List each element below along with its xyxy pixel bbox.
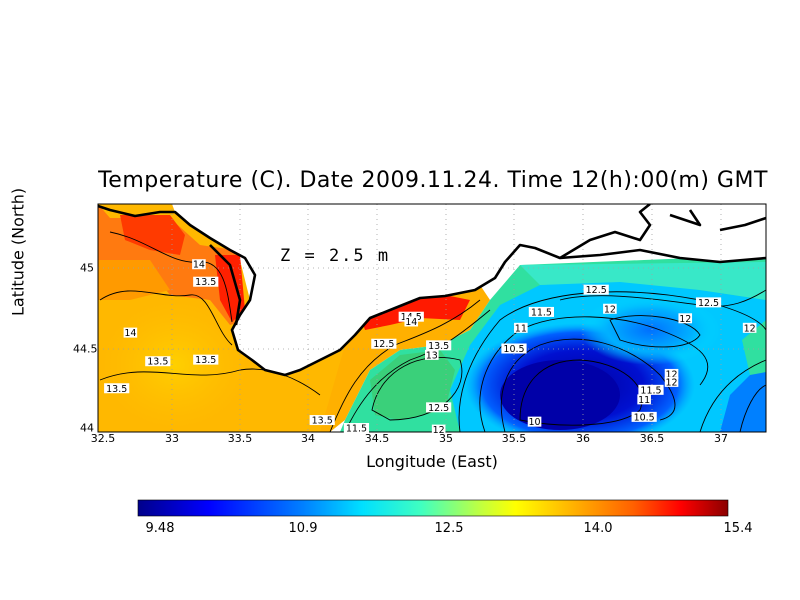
- coastline: [98, 204, 766, 377]
- svg-text:11.5: 11.5: [531, 307, 552, 318]
- contour-label: 13.5: [104, 383, 130, 395]
- contour-label: 11: [514, 322, 528, 334]
- contour-label: 10.5: [501, 343, 527, 355]
- svg-text:14: 14: [405, 317, 417, 328]
- x-tick-label: 33.5: [227, 432, 253, 445]
- svg-text:10.5: 10.5: [634, 412, 655, 423]
- svg-text:13.5: 13.5: [195, 355, 216, 366]
- contour-label: 12: [603, 303, 617, 315]
- chart-title: Temperature (C). Date 2009.11.24. Time 1…: [98, 168, 768, 193]
- contour-label: 13: [425, 349, 439, 361]
- contour-label: 12: [431, 424, 446, 436]
- contour-label: 12.5: [695, 297, 722, 309]
- svg-text:12: 12: [433, 425, 445, 436]
- svg-text:11.5: 11.5: [640, 385, 661, 396]
- contour-label: 12: [664, 376, 679, 388]
- contour-label: 13.5: [309, 415, 335, 427]
- contour-label: 12: [664, 368, 679, 380]
- contour-label: 11.5: [343, 423, 370, 435]
- svg-text:12.5: 12.5: [428, 403, 449, 414]
- contour-label: 12: [742, 322, 757, 334]
- x-tick-label: 36.5: [639, 432, 665, 445]
- svg-text:11: 11: [515, 323, 527, 334]
- svg-text:12.5: 12.5: [373, 339, 394, 350]
- land-mask: [172, 204, 766, 375]
- svg-text:12: 12: [744, 323, 756, 334]
- svg-text:12: 12: [666, 377, 678, 388]
- svg-text:12: 12: [666, 369, 678, 380]
- svg-text:14: 14: [124, 328, 136, 339]
- svg-text:11: 11: [638, 395, 650, 406]
- contour-label: 11.5: [638, 384, 664, 396]
- colorbar-label: 9.48: [145, 521, 175, 536]
- contour-label: 11: [637, 394, 651, 406]
- contour-lines: [99, 231, 766, 432]
- colorbar-label: 15.4: [723, 521, 753, 536]
- colorbar-label: 10.9: [288, 521, 318, 536]
- contour-label: 13.5: [193, 354, 219, 366]
- contour-label: 12.5: [426, 402, 452, 414]
- y-tick-label: 44.5: [73, 342, 98, 356]
- svg-text:13.5: 13.5: [106, 384, 127, 395]
- svg-text:14: 14: [193, 260, 205, 271]
- contour-label-layer: 141413.513.513.513.513.514.51412.513.513…: [104, 259, 757, 436]
- contour-label: 10: [527, 416, 542, 428]
- contour-label: 13.5: [145, 356, 171, 368]
- svg-text:12.5: 12.5: [586, 285, 607, 296]
- contour-label: 12: [678, 313, 693, 325]
- x-tick-label: 33: [165, 432, 179, 445]
- x-tick-label: 37: [714, 432, 728, 445]
- x-tick-label: 35: [439, 432, 453, 445]
- svg-text:10.5: 10.5: [503, 344, 524, 355]
- svg-text:12: 12: [679, 314, 691, 325]
- depth-label: Z = 2.5 m: [280, 246, 391, 266]
- svg-text:11.5: 11.5: [346, 424, 367, 435]
- x-axis-label: Longitude (East): [366, 452, 498, 471]
- contour-label: 14: [123, 327, 138, 339]
- x-tick-label: 32.5: [90, 432, 116, 445]
- y-tick-label: 44: [80, 421, 94, 435]
- contour-label: 14: [192, 259, 206, 271]
- contour-label: 12.5: [583, 284, 609, 296]
- x-tick-label: 34.5: [364, 432, 390, 445]
- x-tick-label: 36: [576, 432, 590, 445]
- x-tick-label: 35.5: [501, 432, 527, 445]
- y-tick-label: 45: [80, 261, 94, 275]
- contour-label: 13.5: [426, 340, 452, 352]
- colorbar-label: 14.0: [583, 521, 613, 536]
- colorbar-label: 12.5: [434, 521, 464, 536]
- svg-text:12.5: 12.5: [698, 298, 719, 309]
- colorbar: [137, 499, 729, 517]
- contour-label: 13.5: [193, 276, 219, 288]
- contour-label: 10.5: [631, 411, 657, 423]
- svg-text:13: 13: [426, 350, 438, 361]
- svg-text:13.5: 13.5: [195, 277, 216, 288]
- svg-text:13.5: 13.5: [312, 416, 333, 427]
- y-axis-label: Latitude (North): [8, 187, 28, 316]
- svg-text:10: 10: [529, 417, 541, 428]
- contour-label: 14: [404, 316, 419, 328]
- svg-text:13.5: 13.5: [147, 357, 168, 368]
- contour-label: 12.5: [371, 338, 397, 350]
- svg-text:12: 12: [604, 304, 616, 315]
- x-tick-label: 34: [301, 432, 315, 445]
- svg-text:13.5: 13.5: [428, 341, 449, 352]
- contour-label: 11.5: [528, 306, 554, 318]
